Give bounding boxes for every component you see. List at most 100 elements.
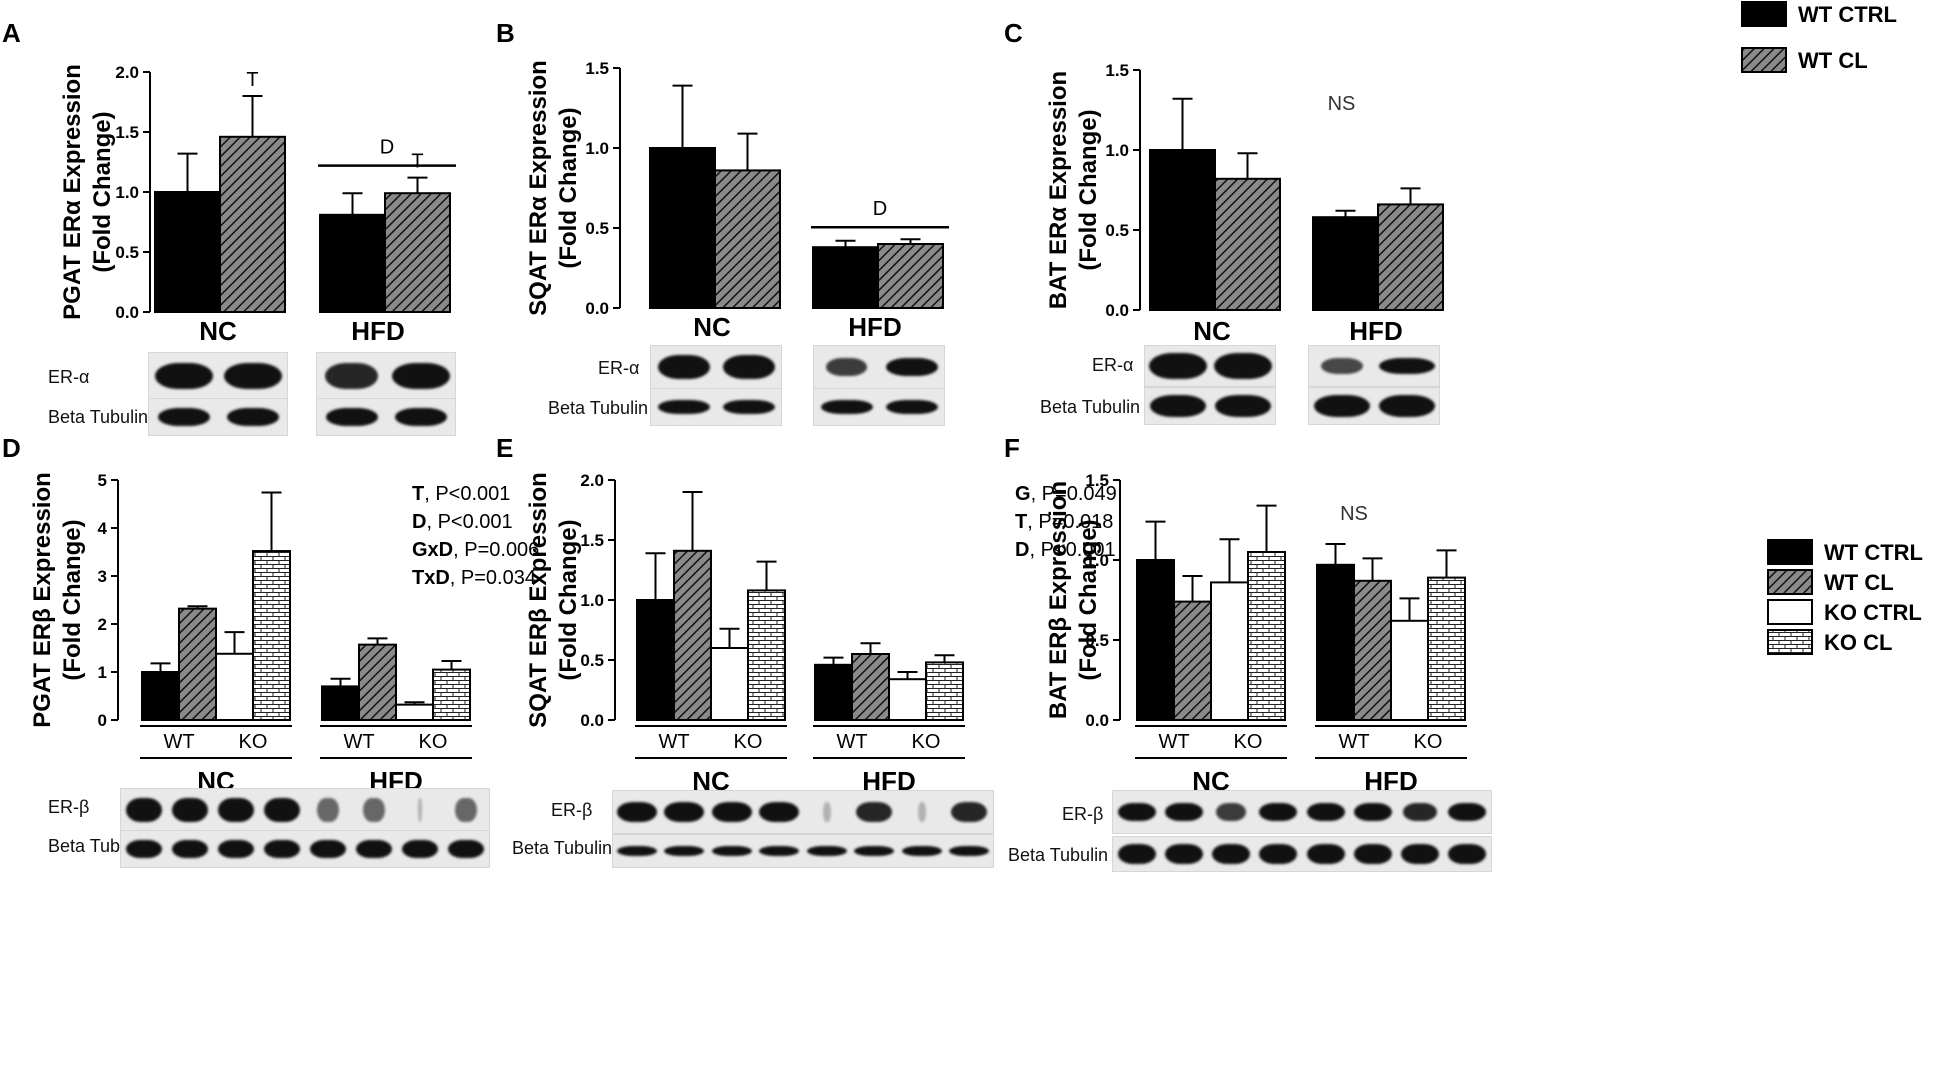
subgroup-label: KO: [239, 731, 268, 753]
blot-label-tubulin: Beta Tubulin: [1040, 397, 1141, 417]
blot-band: [1215, 803, 1247, 821]
blot-band: [616, 846, 657, 856]
legend-label: WT CL: [1824, 570, 1894, 595]
bar: [747, 589, 786, 722]
blot-label-er-beta: ER-β: [48, 797, 90, 817]
bar: [1316, 563, 1355, 721]
subgroup-label: WT: [163, 731, 194, 753]
blot-er-alpha-hfd: [813, 345, 945, 389]
blot-band: [901, 846, 942, 856]
blot-band: [1320, 358, 1363, 374]
blot-band: [616, 802, 657, 822]
group-label: NC: [693, 312, 731, 342]
blot-tubulin: [1112, 836, 1492, 872]
y-tick-label: 1.5: [580, 531, 604, 550]
blot-label-tubulin: Beta Tubulin: [48, 407, 149, 427]
stats-line: D, P<0.001: [1015, 539, 1116, 561]
blot-band: [657, 355, 710, 379]
y-tick-label: 1.0: [115, 183, 139, 202]
blot-er-beta: [612, 790, 994, 834]
blot-band: [126, 798, 162, 822]
blot-band: [1148, 353, 1207, 379]
blot-band: [1164, 844, 1203, 864]
y-axis-label: PGAT ERα Expression: [59, 64, 86, 320]
blot-band: [759, 802, 800, 822]
blot-band: [722, 355, 775, 379]
subgroup-label: WT: [836, 731, 867, 753]
bar: [384, 192, 451, 313]
legend-swatch: [1767, 539, 1813, 565]
y-tick-label: 0.0: [580, 711, 604, 730]
blot-er-alpha-nc: [148, 352, 288, 400]
bar: [178, 607, 217, 722]
blot-label-tubulin: Beta Tubulin: [512, 838, 613, 858]
stats-term: G: [1015, 483, 1031, 505]
blot-band: [1378, 395, 1435, 417]
blot-band: [820, 400, 873, 414]
group-label: NC: [1193, 316, 1231, 346]
bar: [888, 678, 927, 722]
y-tick-label: 4: [98, 519, 108, 538]
legend-bottom: WT CTRL WT CL KO CTRL KO CL: [1767, 539, 1923, 655]
blot-er-alpha-hfd: [316, 352, 456, 400]
blot-band: [1213, 353, 1272, 379]
blot-band: [825, 358, 868, 376]
bar: [432, 668, 471, 721]
y-axis-label: BAT ERβ Expression: [1045, 481, 1072, 719]
bar: [1136, 559, 1175, 721]
y-tick-label: 0.0: [585, 299, 609, 318]
bar: [714, 169, 781, 309]
bar: [154, 191, 221, 313]
blot-label-er-beta: ER-β: [1062, 804, 1104, 824]
blot-tubulin-hfd: [813, 388, 945, 426]
stats-pvalue: , P<0.001: [424, 483, 510, 505]
stats-pvalue: , P=0.006: [453, 539, 539, 561]
y-axis-label: SQAT ERα Expression: [525, 60, 552, 316]
bar: [141, 671, 180, 721]
group-label: HFD: [351, 316, 404, 346]
blot-band: [1117, 844, 1156, 864]
blot-band: [1212, 844, 1251, 864]
blot-band: [310, 840, 346, 858]
blot-band: [822, 802, 831, 822]
blot-band: [418, 798, 422, 822]
y-axis-label-line2: (Fold Change): [555, 519, 582, 680]
blot-tubulin-nc: [1144, 387, 1276, 425]
legend-label: WT CL: [1798, 48, 1868, 73]
blot-label-tubulin: Beta Tubulin: [548, 398, 649, 418]
blot-band: [264, 798, 300, 822]
bar: [395, 703, 434, 722]
blot-band: [951, 802, 988, 822]
blot-band: [711, 802, 752, 822]
blot-band: [722, 400, 775, 414]
group-label: HFD: [848, 312, 901, 342]
bar: [1427, 576, 1466, 721]
subgroup-label: KO: [912, 731, 941, 753]
blot-er-alpha-hfd: [1308, 345, 1440, 387]
bar: [219, 135, 286, 313]
blot-band: [448, 840, 484, 858]
bar: [1149, 149, 1216, 311]
blot-band: [917, 802, 926, 822]
y-tick-label: 0: [98, 711, 107, 730]
legend-swatch: [1767, 569, 1813, 595]
bar: [1247, 551, 1286, 721]
blot-band: [154, 363, 213, 389]
blot-band: [664, 802, 705, 822]
blot-label-er-beta: ER-β: [551, 800, 593, 820]
y-axis-label: BAT ERα Expression: [1045, 71, 1072, 309]
blot-band: [854, 846, 895, 856]
significance-label: T: [411, 151, 423, 173]
stats-pvalue: , P=0.049: [1031, 483, 1117, 505]
y-tick-label: 1.5: [1105, 61, 1129, 80]
bar: [1312, 216, 1379, 311]
chart-panel-b: B 0.0 0.5 1.0 1.5 SQAT ERα Expression (Fold Ch…: [496, 18, 949, 342]
blot-label-er-alpha: ER-α: [1092, 355, 1134, 375]
blot-band: [949, 846, 990, 856]
bar: [814, 663, 853, 721]
blot-band: [1401, 844, 1440, 864]
stats-term: D: [1015, 539, 1029, 561]
blot-band: [126, 840, 162, 858]
legend-swatch: [1741, 47, 1787, 73]
